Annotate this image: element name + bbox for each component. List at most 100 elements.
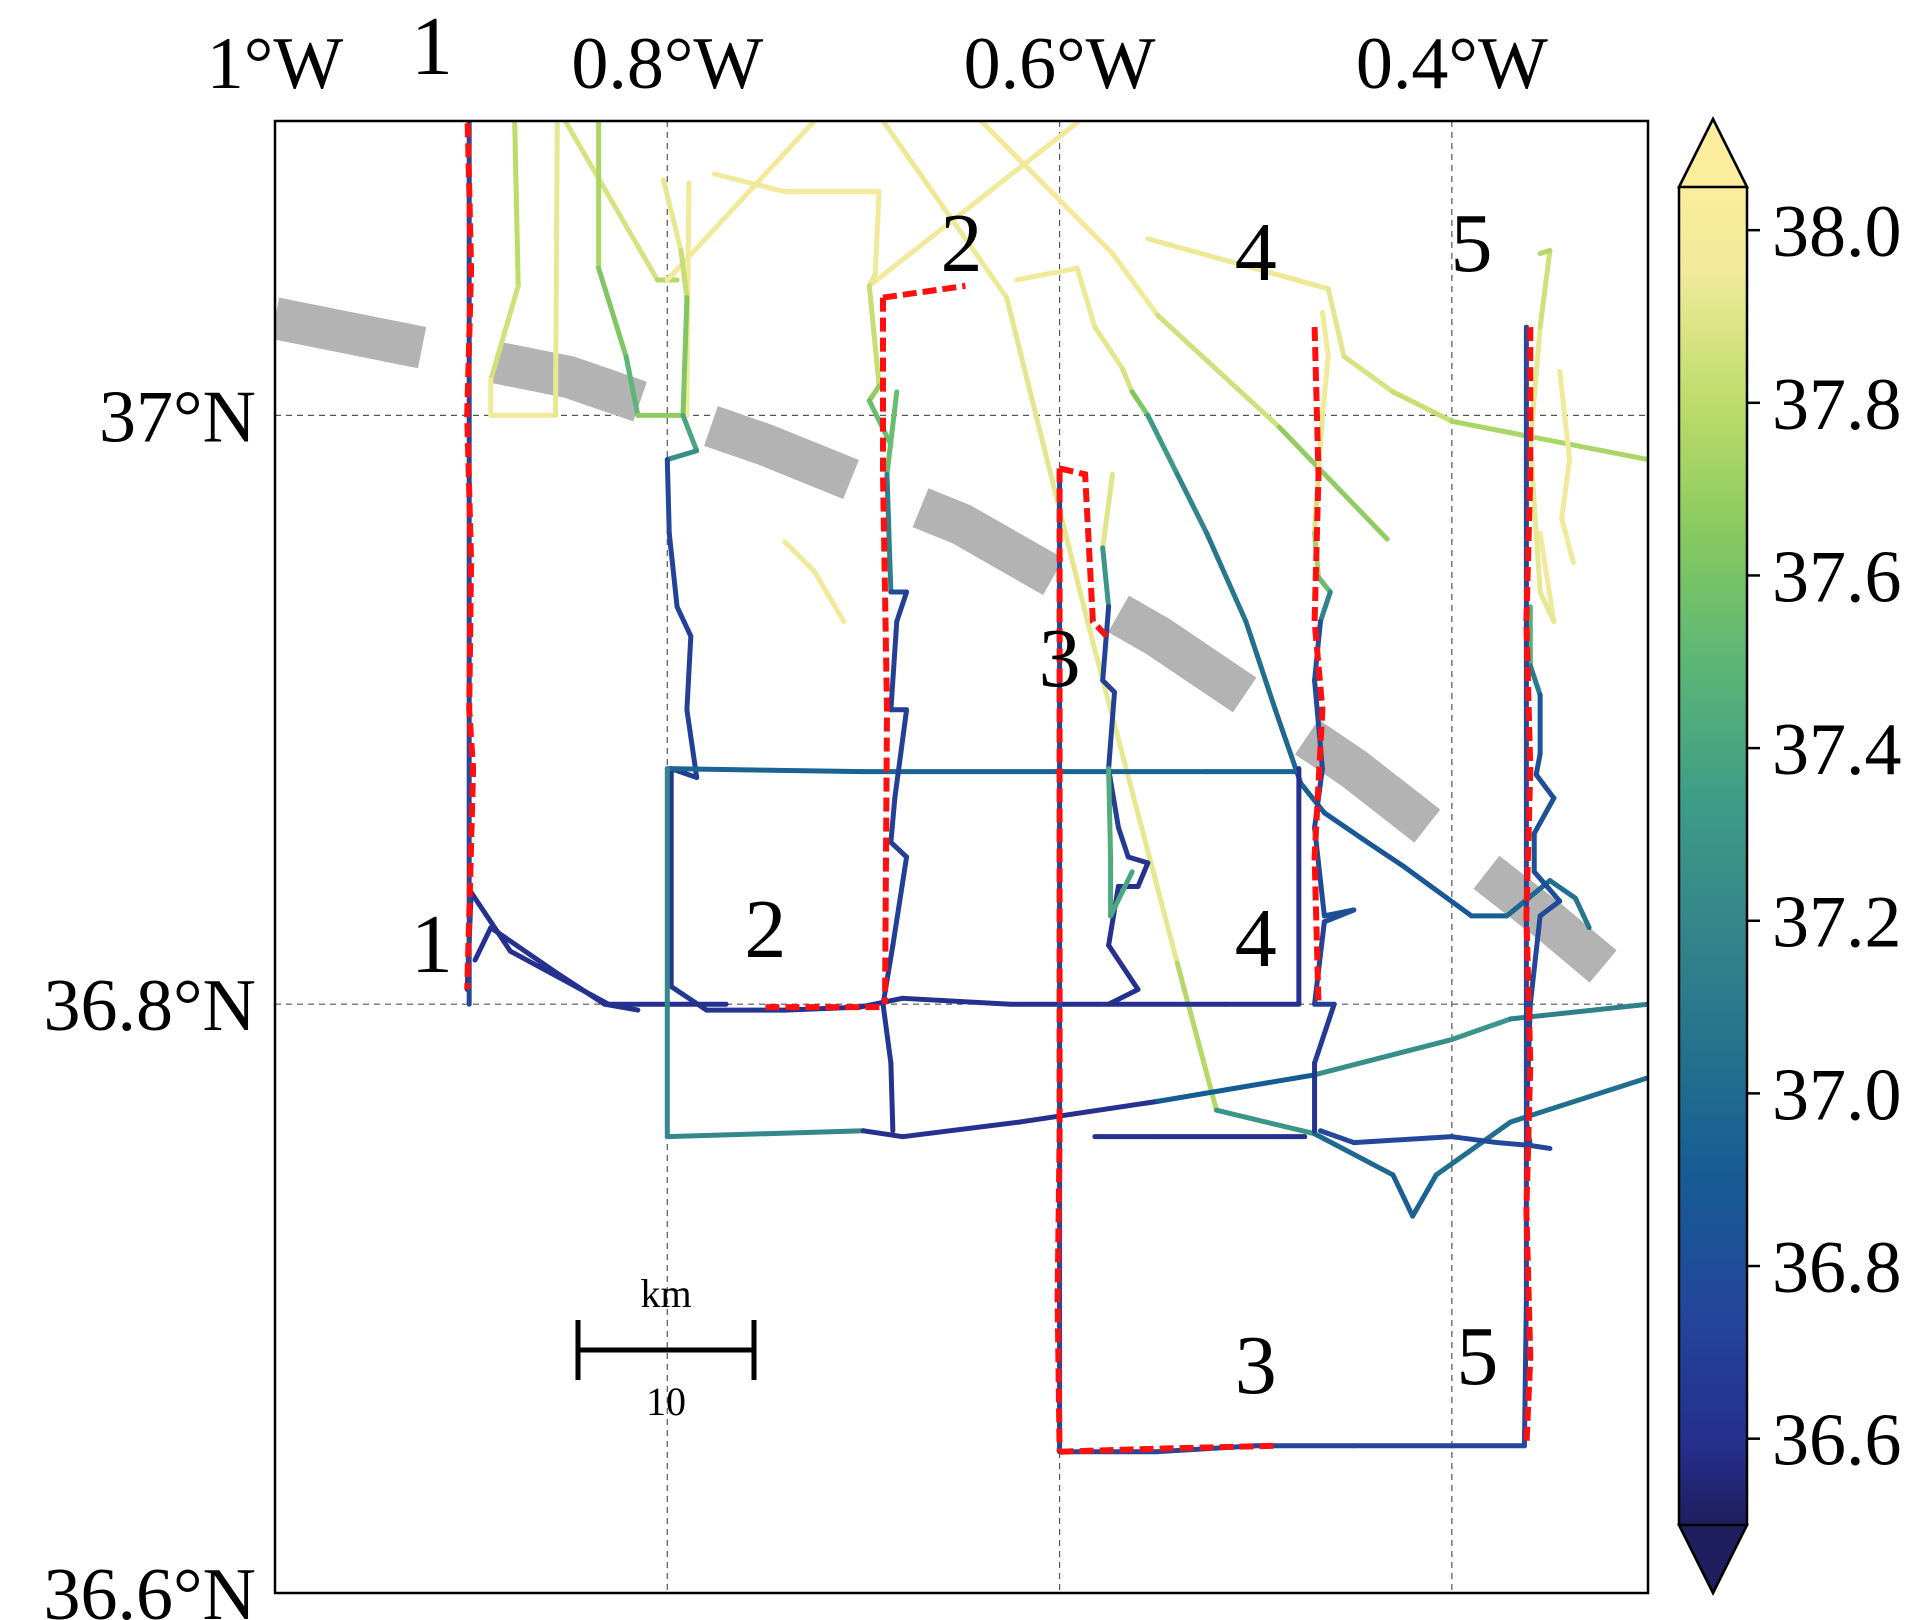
track-segment bbox=[1106, 883, 1121, 948]
track-segment bbox=[1449, 1134, 1500, 1146]
track-segment bbox=[1129, 389, 1151, 418]
track-segment bbox=[894, 589, 910, 624]
highlight-track bbox=[464, 121, 477, 990]
track-segment bbox=[602, 1001, 641, 1013]
track-segment bbox=[1092, 324, 1125, 371]
track-segment bbox=[660, 177, 684, 254]
latitude-tick-labels: 37°N 36.8°N 36.6°N bbox=[43, 376, 256, 1620]
track-segment bbox=[1547, 878, 1578, 901]
track-segment bbox=[1325, 286, 1347, 360]
track-segment bbox=[1527, 1143, 1553, 1151]
track-segment bbox=[1100, 471, 1116, 551]
track-segment bbox=[1572, 895, 1592, 931]
track-segment bbox=[596, 265, 629, 360]
scale-bar-unit: km bbox=[640, 1271, 691, 1316]
track-segment bbox=[1531, 795, 1557, 836]
track-segment bbox=[888, 618, 900, 713]
track-segment bbox=[888, 1060, 896, 1134]
transect-label: 4 bbox=[1235, 892, 1277, 985]
track-segment bbox=[1106, 766, 1114, 860]
track-segment bbox=[623, 354, 641, 418]
transect-label: 3 bbox=[1039, 612, 1081, 705]
track-segment bbox=[562, 121, 660, 283]
track-segment bbox=[1508, 1001, 1648, 1022]
glider-track bbox=[860, 1001, 1648, 1140]
colorbar-outline bbox=[1677, 116, 1749, 1596]
track-segment bbox=[1341, 354, 1396, 395]
track-segment bbox=[1074, 265, 1098, 330]
track-segment bbox=[1449, 418, 1648, 463]
track-segment bbox=[1312, 825, 1327, 919]
highlight-track bbox=[1523, 327, 1534, 1446]
track-segment bbox=[1100, 545, 1112, 610]
track-segment bbox=[1213, 1107, 1318, 1137]
track-segment bbox=[1174, 471, 1210, 536]
glider-track bbox=[880, 389, 910, 1134]
lon-tick-label: 1°W bbox=[207, 23, 344, 105]
glider-track bbox=[660, 177, 700, 463]
track-segment bbox=[468, 889, 494, 925]
track-segment bbox=[1449, 1016, 1514, 1043]
track-segment bbox=[1321, 907, 1357, 925]
frontal-band bbox=[275, 297, 1648, 1021]
highlight-track bbox=[1054, 468, 1063, 1452]
track-segment bbox=[1527, 324, 1543, 448]
track-segment bbox=[684, 707, 700, 781]
track-segment bbox=[892, 707, 910, 801]
colorbar-tick-label: 37.4 bbox=[1772, 709, 1902, 791]
colorbar-body bbox=[1679, 187, 1747, 1525]
track-segment bbox=[1155, 1072, 1318, 1104]
lat-tick-label: 36.8°N bbox=[43, 965, 256, 1047]
track-segment bbox=[1508, 1075, 1648, 1125]
track-segment bbox=[888, 795, 898, 845]
glider-track bbox=[1106, 766, 1135, 919]
track-segment bbox=[664, 457, 672, 536]
track-segment bbox=[1135, 860, 1151, 889]
track-segment bbox=[1243, 618, 1278, 713]
track-segment bbox=[1298, 780, 1327, 816]
colorbar-tick-label: 37.6 bbox=[1772, 536, 1902, 618]
track-segment bbox=[811, 568, 847, 624]
transect-label: 4 bbox=[1235, 206, 1277, 299]
track-segment bbox=[711, 171, 788, 195]
colorbar-tick-label: 38.0 bbox=[1772, 191, 1902, 273]
track-segment bbox=[1174, 960, 1219, 1113]
track-segment bbox=[1537, 898, 1563, 919]
track-segment bbox=[1559, 457, 1573, 521]
track-segment bbox=[678, 248, 690, 301]
glider-track bbox=[1013, 265, 1592, 931]
transect-label: 2 bbox=[744, 883, 786, 976]
glider-tracks bbox=[464, 121, 1648, 1455]
highlight-track bbox=[882, 282, 966, 301]
track-segment bbox=[664, 448, 700, 463]
track-segment bbox=[1315, 574, 1333, 595]
colorbar-tick-label: 36.8 bbox=[1772, 1227, 1902, 1309]
transect-label: 3 bbox=[1235, 1319, 1277, 1412]
track-segment bbox=[872, 189, 882, 277]
track-segment bbox=[762, 1128, 866, 1137]
track-segment bbox=[552, 121, 560, 418]
glider-track bbox=[664, 1128, 866, 1140]
track-segment bbox=[1106, 689, 1117, 772]
track-segment bbox=[1390, 389, 1455, 424]
track-segment bbox=[1119, 365, 1135, 395]
glider-track bbox=[782, 539, 847, 624]
track-segment bbox=[900, 1119, 1023, 1140]
glider-track bbox=[866, 121, 1082, 289]
track-segment bbox=[1115, 825, 1131, 860]
glider-track bbox=[1145, 236, 1648, 463]
transect-label: 1 bbox=[411, 898, 453, 991]
track-segment bbox=[978, 121, 1116, 256]
track-segment bbox=[890, 854, 910, 948]
colorbar-tick-label: 36.6 bbox=[1772, 1400, 1902, 1482]
track-segment bbox=[1100, 604, 1112, 683]
lat-tick-label: 37°N bbox=[99, 376, 256, 458]
track-segment bbox=[860, 1128, 906, 1140]
track-segment bbox=[1527, 663, 1543, 698]
track-segment bbox=[1537, 589, 1557, 624]
glider-track bbox=[1557, 368, 1576, 566]
track-segment bbox=[888, 839, 910, 860]
highlight-track bbox=[880, 297, 891, 1005]
